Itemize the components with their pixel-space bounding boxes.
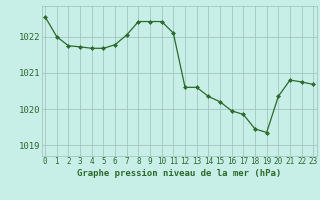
X-axis label: Graphe pression niveau de la mer (hPa): Graphe pression niveau de la mer (hPa) [77,169,281,178]
